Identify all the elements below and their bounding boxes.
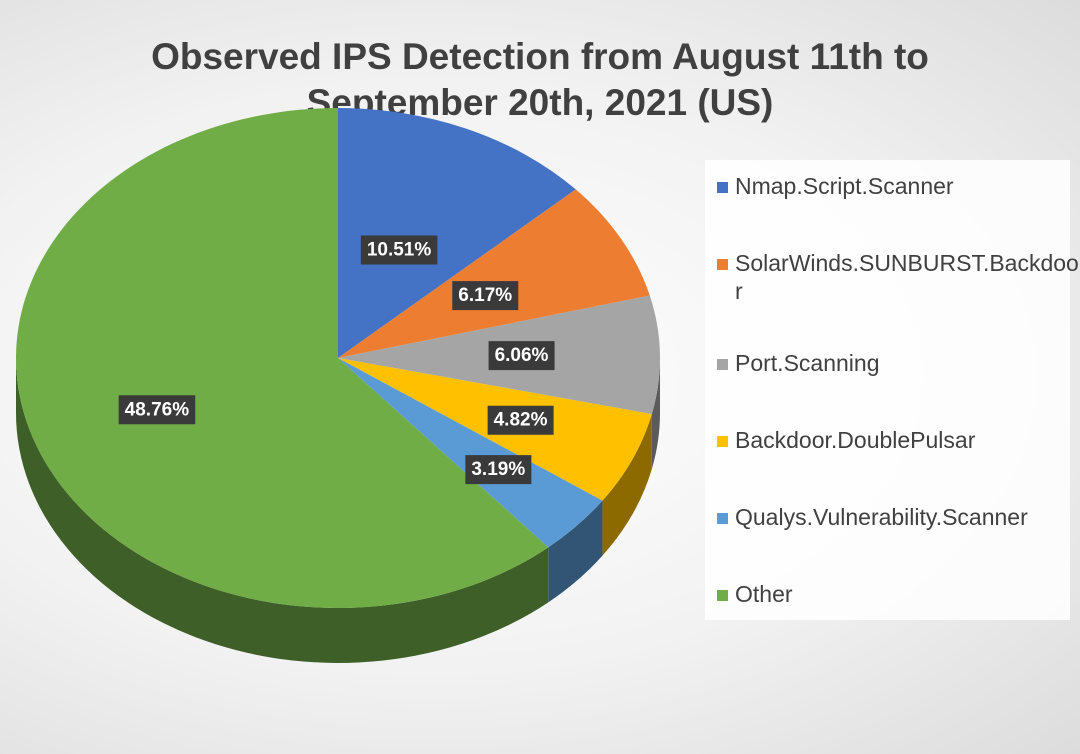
chart-title: Observed IPS Detection from August 11th … xyxy=(151,36,929,123)
legend-swatch xyxy=(717,182,728,193)
legend-item: Backdoor.DoublePulsar xyxy=(715,426,1080,454)
slice-side xyxy=(15,358,549,663)
value-label-group: 4.82% xyxy=(487,405,554,435)
legend-swatch xyxy=(717,590,728,601)
slice xyxy=(338,358,603,548)
legend-swatch xyxy=(717,259,728,270)
legend-item: SolarWinds.SUNBURST.Backdoor xyxy=(715,249,1080,305)
value-label: 10.51% xyxy=(367,240,432,261)
value-label-box xyxy=(118,395,196,425)
value-label-box xyxy=(360,235,438,265)
legend-swatch xyxy=(717,513,728,524)
value-label-box xyxy=(452,281,519,311)
value-label-box xyxy=(487,405,554,435)
legend-label: Port.Scanning xyxy=(735,350,880,376)
value-label-group: 3.19% xyxy=(465,455,532,485)
value-label-group: 6.06% xyxy=(488,341,555,371)
legend: Nmap.Script.Scanner SolarWinds.SUNBURST.B… xyxy=(705,160,1079,620)
legend-item: Other xyxy=(715,580,1080,608)
slice xyxy=(338,108,576,358)
value-label-box xyxy=(465,455,532,485)
legend-item: Qualys.Vulnerability.Scanner xyxy=(715,503,1080,531)
value-label: 3.19% xyxy=(471,459,525,480)
legend-item: Nmap.Script.Scanner xyxy=(715,172,1080,200)
legend-label: Nmap.Script.Scanner xyxy=(735,173,954,199)
value-label: 6.06% xyxy=(495,345,549,366)
slice-side xyxy=(548,500,603,603)
slice xyxy=(16,107,549,608)
legend-item: Port.Scanning xyxy=(715,349,1080,377)
value-label-box xyxy=(488,341,555,371)
legend-label: Other xyxy=(735,581,793,607)
legend-label: Qualys.Vulnerability.Scanner xyxy=(735,504,1028,530)
legend-swatch xyxy=(717,359,728,370)
value-label: 48.76% xyxy=(125,399,190,420)
value-label: 4.82% xyxy=(494,410,548,431)
slice xyxy=(338,189,650,358)
value-label-group: 10.51% xyxy=(360,235,438,265)
value-label-group: 6.17% xyxy=(452,281,519,311)
slice-side xyxy=(602,414,652,556)
slice-side xyxy=(651,358,660,470)
legend-label: SolarWinds.SUNBURST.Backdoor xyxy=(735,250,1079,304)
legend-swatch xyxy=(717,436,728,447)
legend-label: Backdoor.DoublePulsar xyxy=(735,427,976,453)
value-label: 6.17% xyxy=(458,285,512,306)
value-label-group: 48.76% xyxy=(118,395,196,425)
